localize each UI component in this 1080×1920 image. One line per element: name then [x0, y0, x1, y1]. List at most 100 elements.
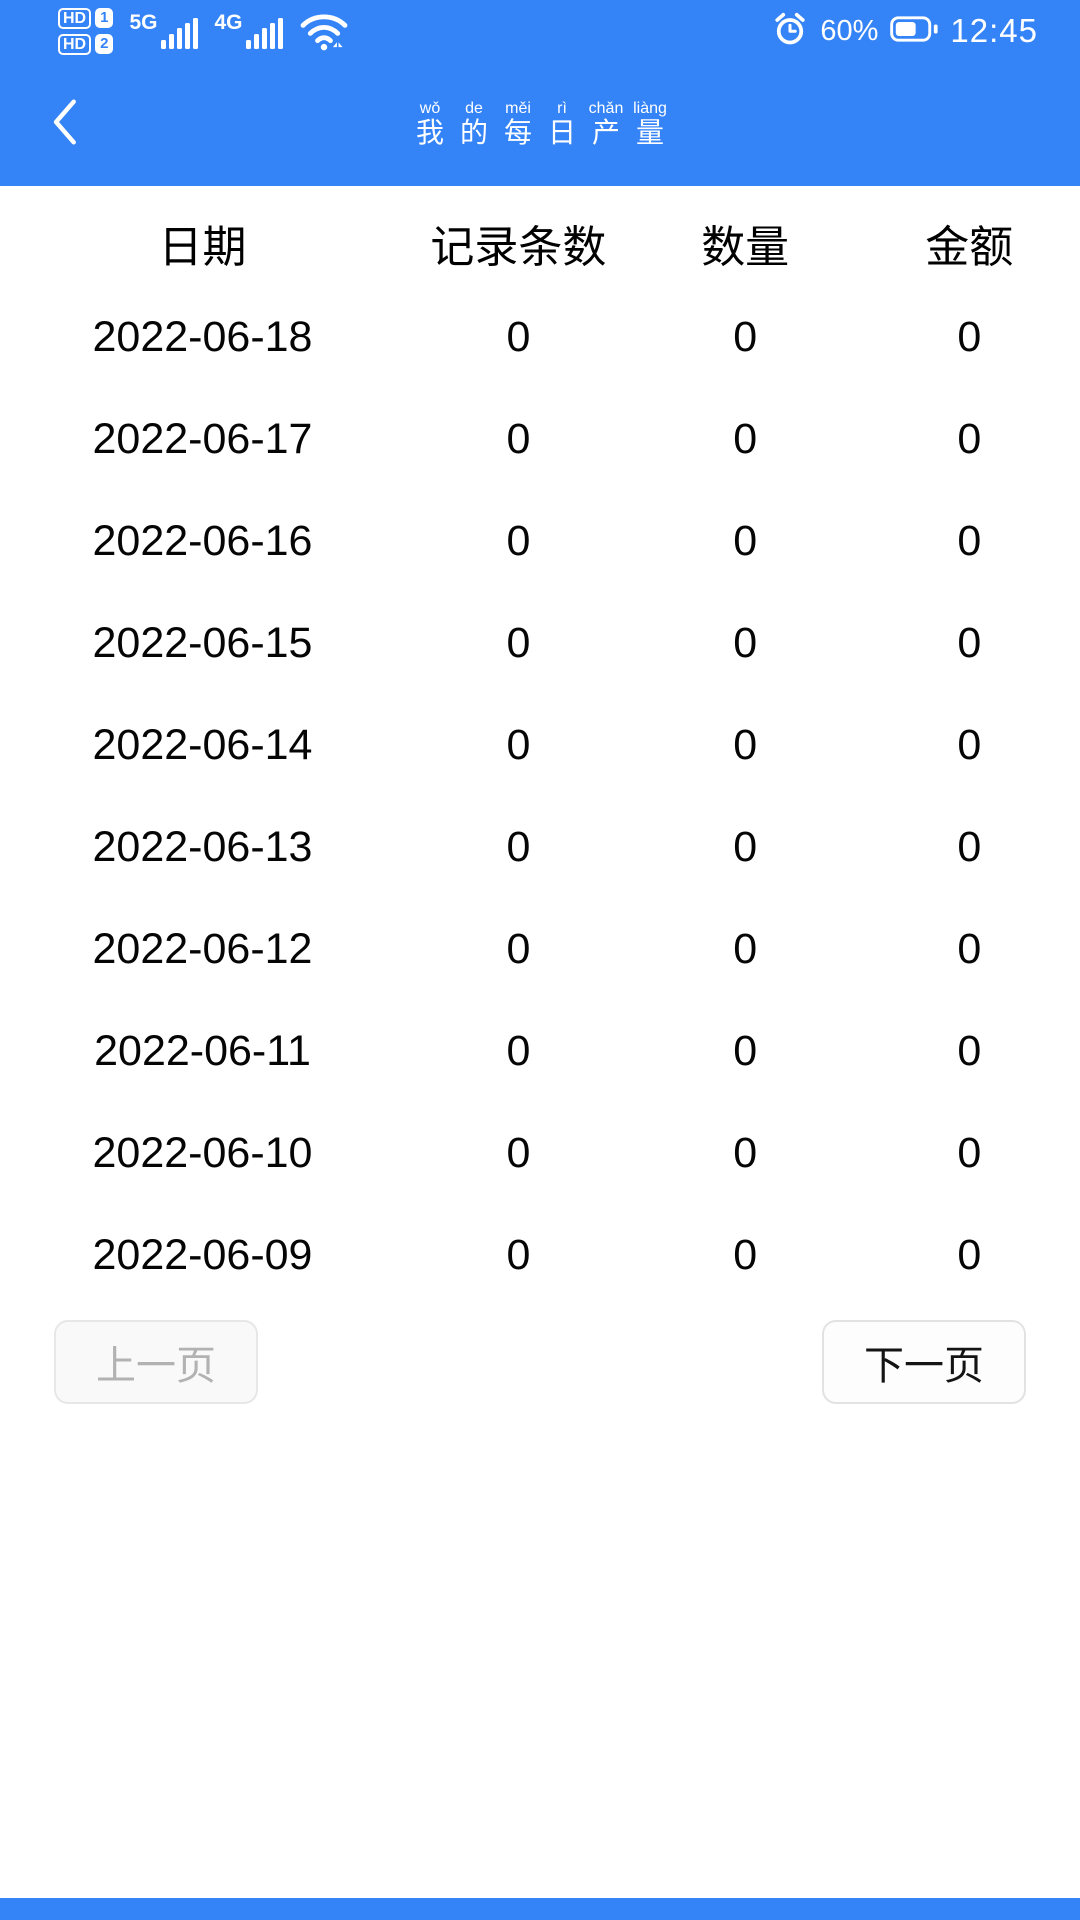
title-char: rì 日	[542, 100, 583, 148]
cell-quantity: 0	[733, 618, 758, 667]
cell-record-count: 0	[506, 1128, 531, 1177]
nav-bar: wǒ 我 de 的 měi 每 rì 日 chǎn 产	[0, 62, 1080, 186]
title-hanzi: 日	[547, 117, 576, 148]
cell-record-count: 0	[506, 1230, 531, 1279]
network-5g-label: 5G	[129, 11, 158, 34]
title-pinyin: chǎn	[588, 100, 624, 117]
cell-record-count: 0	[506, 516, 531, 565]
alarm-icon	[772, 11, 808, 52]
cell-quantity: 0	[733, 1128, 758, 1177]
table-row: 2022-06-17 0 0 0	[0, 388, 1080, 490]
cell-amount: 0	[957, 1230, 982, 1279]
app-header: HD 1 HD 2 5G 4G	[0, 0, 1080, 186]
cell-date: 2022-06-16	[92, 516, 313, 565]
cell-date: 2022-06-18	[92, 312, 313, 361]
signal-bars-icon	[246, 18, 284, 49]
cell-amount: 0	[957, 312, 982, 361]
sim1-hd-icon: HD 1	[58, 7, 114, 29]
main-content: 日期 记录条数 数量 金额 2022-06-18 0 0 0 2022-06-1…	[0, 186, 1080, 1404]
title-hanzi: 量	[635, 117, 664, 148]
prev-page-button[interactable]: 上一页	[54, 1320, 258, 1404]
cell-record-count: 0	[506, 720, 531, 769]
title-pinyin: wǒ	[419, 100, 441, 117]
chevron-left-icon	[49, 96, 79, 153]
table-row: 2022-06-09 0 0 0	[0, 1204, 1080, 1306]
title-char: de 的	[454, 100, 495, 148]
sim1-number: 1	[95, 8, 114, 28]
cell-record-count: 0	[506, 414, 531, 463]
network-4g-label: 4G	[214, 11, 243, 34]
cell-record-count: 0	[506, 822, 531, 871]
table-row: 2022-06-11 0 0 0	[0, 1000, 1080, 1102]
cell-date: 2022-06-17	[92, 414, 313, 463]
cell-amount: 0	[957, 822, 982, 871]
cell-date: 2022-06-09	[92, 1230, 313, 1279]
clock-label: 12:45	[950, 12, 1038, 49]
title-hanzi: 每	[503, 117, 532, 148]
cell-record-count: 0	[506, 618, 531, 667]
title-char: chǎn 产	[586, 100, 627, 148]
cell-amount: 0	[957, 924, 982, 973]
table-row: 2022-06-12 0 0 0	[0, 898, 1080, 1000]
table-row: 2022-06-13 0 0 0	[0, 796, 1080, 898]
title-char: měi 每	[498, 100, 539, 148]
signal-4g-icon: 4G	[214, 11, 284, 49]
signal-bars-icon	[161, 18, 199, 49]
cell-record-count: 0	[506, 312, 531, 361]
next-page-button[interactable]: 下一页	[822, 1320, 1026, 1404]
table-row: 2022-06-15 0 0 0	[0, 592, 1080, 694]
cell-amount: 0	[957, 414, 982, 463]
sim2-hd-label: HD	[58, 33, 92, 55]
status-left: HD 1 HD 2 5G 4G	[58, 7, 349, 55]
battery-percent-label: 60%	[820, 14, 879, 47]
title-hanzi: 产	[591, 117, 620, 148]
cell-amount: 0	[957, 1128, 982, 1177]
cell-quantity: 0	[733, 822, 758, 871]
cell-quantity: 0	[733, 924, 758, 973]
status-bar: HD 1 HD 2 5G 4G	[0, 0, 1080, 62]
table-header-row: 日期 记录条数 数量 金额	[0, 186, 1080, 286]
table-row: 2022-06-10 0 0 0	[0, 1102, 1080, 1204]
cell-date: 2022-06-13	[92, 822, 313, 871]
cell-date: 2022-06-15	[92, 618, 313, 667]
cell-amount: 0	[957, 1026, 982, 1075]
title-char: liàng 量	[630, 100, 671, 148]
cell-quantity: 0	[733, 1026, 758, 1075]
table-row: 2022-06-16 0 0 0	[0, 490, 1080, 592]
title-pinyin: de	[465, 100, 483, 117]
title-hanzi: 我	[415, 117, 444, 148]
table-row: 2022-06-14 0 0 0	[0, 694, 1080, 796]
cell-quantity: 0	[733, 312, 758, 361]
battery-icon	[890, 15, 938, 48]
title-pinyin: měi	[505, 100, 531, 117]
title-hanzi: 的	[459, 117, 488, 148]
sim2-number: 2	[95, 34, 114, 54]
sim-hd-badges: HD 1 HD 2	[58, 7, 114, 55]
status-right: 60% 12:45	[772, 11, 1038, 52]
sim1-hd-label: HD	[58, 7, 92, 29]
cell-quantity: 0	[733, 720, 758, 769]
pagination: 上一页 下一页	[0, 1320, 1080, 1404]
bottom-accent-bar	[0, 1898, 1080, 1920]
cell-record-count: 0	[506, 924, 531, 973]
cell-date: 2022-06-12	[92, 924, 313, 973]
cell-amount: 0	[957, 618, 982, 667]
title-char: wǒ 我	[410, 100, 451, 148]
table-row: 2022-06-18 0 0 0	[0, 286, 1080, 388]
title-pinyin: liàng	[633, 100, 667, 117]
wifi-icon	[299, 11, 349, 51]
column-header-record-count: 记录条数	[430, 223, 607, 272]
cell-amount: 0	[957, 516, 982, 565]
cell-quantity: 0	[733, 516, 758, 565]
column-header-quantity: 数量	[701, 223, 790, 272]
column-header-amount: 金额	[925, 223, 1014, 272]
cell-quantity: 0	[733, 1230, 758, 1279]
back-button[interactable]	[40, 94, 88, 154]
cell-date: 2022-06-10	[92, 1128, 313, 1177]
cell-record-count: 0	[506, 1026, 531, 1075]
daily-output-table: 日期 记录条数 数量 金额 2022-06-18 0 0 0 2022-06-1…	[0, 186, 1080, 1306]
cell-quantity: 0	[733, 414, 758, 463]
column-header-date: 日期	[158, 223, 247, 272]
page-title: wǒ 我 de 的 měi 每 rì 日 chǎn 产	[410, 100, 671, 148]
